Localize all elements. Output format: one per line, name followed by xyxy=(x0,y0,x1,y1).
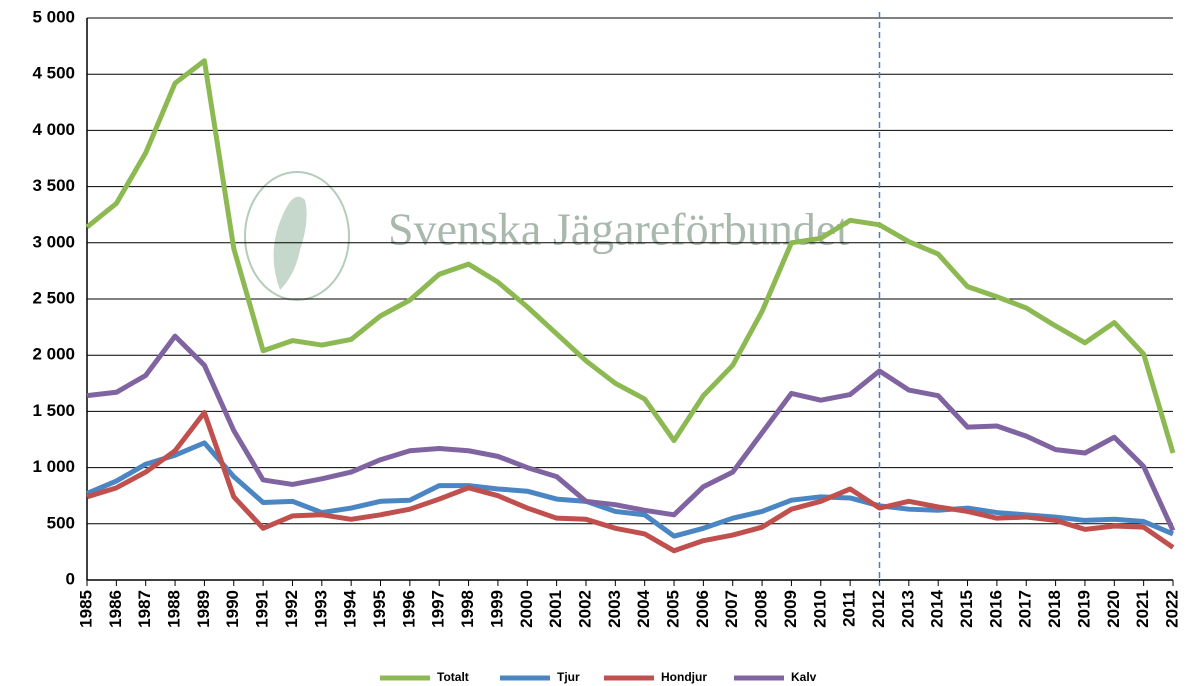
legend-label: Hondjur xyxy=(661,670,707,684)
series-line xyxy=(85,58,1176,454)
y-tick-label: 5 000 xyxy=(32,7,75,26)
y-tick-label: 500 xyxy=(47,513,75,532)
x-tick-label: 2019 xyxy=(1074,590,1093,628)
x-tick-label: 2010 xyxy=(810,590,829,628)
legend-label: Tjur xyxy=(557,670,580,684)
x-tick-label: 2016 xyxy=(986,590,1005,628)
y-tick-label: 0 xyxy=(66,569,75,588)
x-tick-label: 2014 xyxy=(928,589,947,627)
x-tick-label: 2015 xyxy=(957,590,976,628)
x-tick-label: 1993 xyxy=(311,590,330,628)
y-tick-label: 4 500 xyxy=(32,64,75,83)
x-tick-label: 2017 xyxy=(1016,590,1035,628)
x-tick-label: 2012 xyxy=(869,590,888,628)
x-tick-label: 1985 xyxy=(76,590,95,628)
x-tick-label: 1999 xyxy=(487,590,506,628)
y-tick-label: 3 000 xyxy=(32,232,75,251)
x-tick-label: 1998 xyxy=(458,590,477,628)
x-tick-label: 1992 xyxy=(282,590,301,628)
legend-label: Totalt xyxy=(437,670,469,684)
x-tick-label: 1988 xyxy=(165,590,184,628)
x-tick-label: 2021 xyxy=(1133,590,1152,628)
y-tick-label: 3 500 xyxy=(32,176,75,195)
x-tick-label: 2003 xyxy=(605,590,624,628)
x-tick-label: 2007 xyxy=(722,590,741,628)
x-tick-label: 1986 xyxy=(106,590,125,628)
series-line xyxy=(86,333,1176,532)
watermark: Svenska Jägareförbundet xyxy=(388,204,849,255)
legend-label: Kalv xyxy=(791,670,817,684)
y-tick-label: 2 000 xyxy=(32,345,75,364)
series-line xyxy=(86,440,1174,539)
x-tick-label: 1990 xyxy=(223,590,242,628)
x-tick-label: 2001 xyxy=(546,590,565,628)
y-tick-label: 2 500 xyxy=(32,288,75,307)
x-tick-label: 2004 xyxy=(634,589,653,627)
x-tick-label: 2013 xyxy=(898,590,917,628)
x-tick-label: 2020 xyxy=(1104,590,1123,628)
x-tick-label: 2008 xyxy=(752,590,771,628)
x-tick-label: 1987 xyxy=(135,590,154,628)
y-tick-label: 1 500 xyxy=(32,401,75,420)
watermark-logo xyxy=(244,171,350,301)
x-tick-label: 1996 xyxy=(399,590,418,628)
x-tick-label: 2006 xyxy=(693,590,712,628)
x-tick-label: 2022 xyxy=(1162,590,1181,628)
x-tick-label: 1994 xyxy=(341,589,360,627)
x-tick-label: 2005 xyxy=(664,590,683,628)
x-tick-label: 2009 xyxy=(781,590,800,628)
y-tick-label: 4 000 xyxy=(32,120,75,139)
x-tick-label: 1989 xyxy=(194,590,213,628)
x-tick-label: 2000 xyxy=(517,590,536,628)
x-tick-label: 2002 xyxy=(575,590,594,628)
x-tick-label: 1991 xyxy=(253,590,272,628)
y-tick-label: 1 000 xyxy=(32,457,75,476)
series-line xyxy=(86,410,1175,554)
x-tick-label: 1995 xyxy=(370,590,389,628)
x-tick-label: 2018 xyxy=(1045,590,1064,628)
x-tick-label: 1997 xyxy=(429,590,448,628)
x-tick-label: 2011 xyxy=(840,590,859,627)
